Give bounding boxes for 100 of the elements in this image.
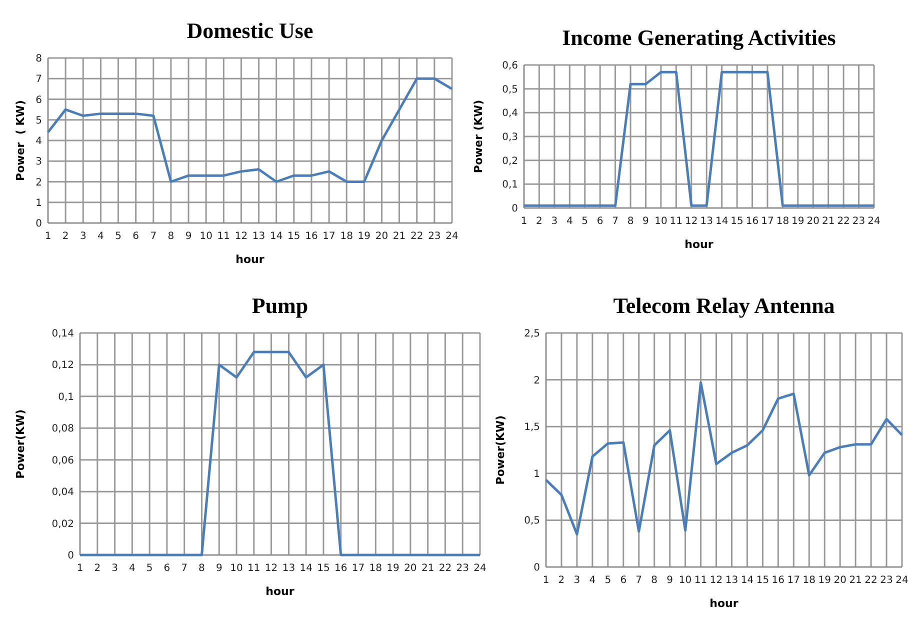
y-axis-title: Power ( KW): [14, 100, 27, 181]
x-tick-label: 3: [80, 231, 86, 242]
y-tick-label: 0,02: [52, 518, 74, 530]
line-series: [544, 381, 904, 536]
y-tick-label: 3: [36, 156, 42, 168]
x-tick-label: 7: [181, 563, 188, 574]
x-tick-label: 4: [566, 216, 573, 227]
x-tick-label: 16: [305, 231, 318, 242]
x-tick-label: 9: [185, 231, 192, 242]
x-tick-label: 11: [248, 563, 260, 574]
x-tick-label: 8: [627, 216, 634, 227]
y-tick-label: 5: [36, 115, 42, 126]
x-tick-label: 24: [446, 231, 458, 242]
y-tick-label: 6: [36, 94, 42, 106]
x-tick-label: 24: [474, 563, 486, 574]
x-tick-label: 10: [654, 216, 668, 227]
y-tick-label: 0,3: [502, 132, 518, 143]
y-tick-label: 0: [68, 550, 74, 562]
x-tick-label: 5: [582, 216, 588, 227]
x-tick-label: 16: [772, 575, 785, 586]
x-tick-label: 13: [252, 231, 266, 242]
x-tick-label: 8: [168, 231, 174, 242]
y-tick-label: 0,12: [52, 360, 74, 372]
x-tick-label: 6: [164, 563, 170, 574]
y-tick-label: 2,5: [524, 328, 540, 340]
x-tick-label: 20: [375, 231, 388, 242]
x-tick-label: 4: [98, 231, 104, 242]
y-tick-label: 1: [36, 198, 42, 209]
x-tick-label: 1: [76, 563, 84, 574]
x-tick-label: 3: [112, 563, 118, 574]
y-axis-title: Power(KW): [14, 409, 27, 479]
x-tick-label: 17: [761, 216, 774, 227]
y-tick-label: 4: [36, 136, 42, 147]
y-tick-label: 0,14: [52, 328, 74, 340]
y-tick-label: 0: [534, 562, 540, 574]
x-axis-title: hour: [236, 253, 265, 266]
x-tick-label: 17: [787, 575, 800, 586]
y-tick-label: 0: [512, 204, 518, 214]
x-tick-label: 12: [234, 231, 248, 242]
x-tick-label: 3: [551, 216, 558, 227]
y-tick-label: 0,08: [52, 424, 74, 435]
y-axis-title: Power(KW): [494, 415, 507, 485]
x-tick-label: 18: [369, 563, 382, 574]
x-tick-label: 13: [725, 575, 738, 586]
x-tick-label: 24: [868, 216, 880, 227]
x-tick-label: 22: [410, 231, 424, 242]
x-axis-title: hour: [684, 238, 714, 251]
y-tick-label: 0,04: [52, 487, 74, 498]
x-tick-label: 20: [404, 563, 417, 574]
x-tick-label: 23: [456, 563, 469, 574]
x-tick-label: 21: [392, 231, 406, 242]
x-tick-label: 11: [670, 216, 683, 227]
x-tick-label: 23: [852, 216, 866, 227]
x-tick-label: 13: [282, 563, 296, 574]
chart-title: Pump: [252, 293, 308, 318]
y-axis-title: Power (KW): [472, 100, 485, 174]
x-tick-label: 5: [604, 575, 612, 586]
y-tick-label: 8: [36, 54, 42, 64]
y-tick-label: 0,2: [502, 156, 518, 167]
x-tick-label: 20: [806, 216, 820, 227]
x-tick-label: 2: [558, 575, 565, 586]
chart-title: Income Generating Activities: [562, 25, 836, 50]
x-tick-label: 19: [818, 575, 831, 586]
x-tick-label: 7: [150, 231, 157, 242]
x-tick-label: 12: [710, 575, 723, 586]
x-tick-label: 22: [837, 216, 850, 227]
chart-title: Telecom Relay Antenna: [613, 293, 835, 318]
x-tick-label: 18: [802, 575, 816, 586]
y-tick-label: 1: [534, 468, 540, 480]
x-tick-label: 24: [896, 575, 908, 586]
y-tick-label: 0,5: [502, 84, 518, 96]
x-tick-label: 15: [756, 575, 770, 586]
x-axis-title: hour: [710, 597, 739, 610]
x-tick-label: 12: [685, 216, 698, 227]
x-tick-label: 1: [542, 575, 550, 586]
x-tick-label: 22: [438, 563, 452, 574]
x-tick-label: 15: [730, 216, 744, 227]
x-tick-label: 22: [864, 575, 878, 586]
y-tick-label: 0,1: [58, 392, 74, 403]
x-tick-label: 2: [94, 563, 101, 574]
x-tick-label: 5: [146, 563, 153, 574]
x-axis-title: hour: [266, 585, 295, 598]
x-tick-label: 19: [358, 231, 371, 242]
x-tick-label: 14: [715, 216, 728, 227]
x-tick-label: 19: [792, 216, 804, 227]
x-tick-label: 10: [678, 575, 692, 586]
x-tick-label: 18: [776, 216, 790, 227]
x-tick-label: 11: [217, 231, 230, 242]
x-tick-label: 10: [230, 563, 243, 574]
x-tick-label: 1: [44, 231, 52, 242]
x-tick-label: 4: [128, 563, 136, 574]
x-tick-label: 9: [216, 563, 222, 574]
x-tick-label: 21: [822, 216, 835, 227]
x-tick-label: 16: [746, 216, 759, 227]
x-tick-label: 9: [642, 216, 649, 227]
x-tick-label: 17: [322, 231, 336, 242]
x-tick-label: 4: [589, 575, 596, 586]
chart-title: Domestic Use: [186, 18, 314, 43]
x-tick-label: 14: [300, 563, 312, 574]
x-tick-label: 21: [421, 563, 434, 574]
